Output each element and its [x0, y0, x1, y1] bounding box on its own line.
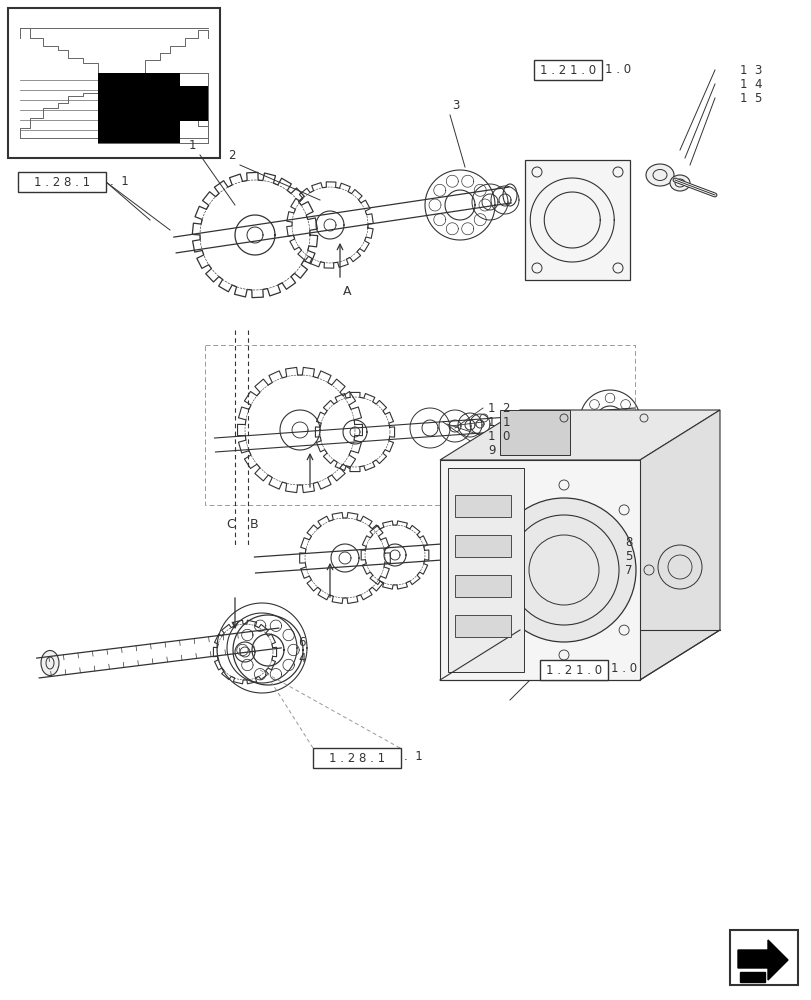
- Text: 1 . 2 8 . 1: 1 . 2 8 . 1: [328, 752, 384, 764]
- Ellipse shape: [41, 650, 59, 676]
- Text: 1 . 2 1 . 0: 1 . 2 1 . 0: [545, 664, 601, 676]
- Text: 1 . 0: 1 . 0: [610, 662, 637, 676]
- Bar: [204, 345, 634, 505]
- Text: 2: 2: [228, 149, 236, 162]
- Polygon shape: [639, 410, 719, 680]
- Text: C: C: [225, 518, 234, 531]
- Bar: [312, 748, 401, 768]
- Text: 1  5: 1 5: [739, 92, 762, 105]
- Text: 1  2: 1 2: [487, 401, 510, 414]
- Bar: [98, 73, 180, 143]
- Polygon shape: [440, 460, 639, 680]
- Text: 5: 5: [624, 550, 632, 564]
- Bar: [454, 615, 510, 637]
- Ellipse shape: [669, 175, 689, 191]
- Text: 1 . 0: 1 . 0: [604, 63, 630, 76]
- Text: A: A: [342, 285, 351, 298]
- Bar: [454, 575, 510, 597]
- Text: 3: 3: [452, 99, 459, 112]
- Text: 1  4: 1 4: [739, 78, 762, 91]
- Bar: [500, 410, 569, 455]
- Text: 1 . 2 8 . 1: 1 . 2 8 . 1: [34, 176, 90, 189]
- Text: 1 . 2 1 . 0: 1 . 2 1 . 0: [539, 64, 595, 77]
- Text: 8: 8: [624, 536, 632, 550]
- Text: 6: 6: [298, 637, 305, 650]
- Bar: [454, 535, 510, 557]
- Bar: [729, 930, 797, 985]
- Text: 1  3: 1 3: [739, 64, 762, 77]
- Circle shape: [491, 498, 635, 642]
- Text: .  1: . 1: [109, 175, 129, 188]
- Text: 9: 9: [487, 444, 495, 456]
- Bar: [8, 8, 220, 158]
- Bar: [180, 86, 208, 121]
- Text: .  1: . 1: [404, 750, 423, 764]
- Polygon shape: [739, 972, 764, 982]
- Text: 1  0: 1 0: [487, 430, 510, 442]
- Text: 1: 1: [188, 139, 195, 152]
- Bar: [534, 60, 601, 80]
- Bar: [454, 495, 510, 517]
- Polygon shape: [737, 940, 787, 980]
- Polygon shape: [440, 410, 719, 460]
- Text: 4: 4: [298, 652, 305, 664]
- Text: 1  1: 1 1: [487, 416, 510, 428]
- Bar: [18, 172, 106, 192]
- Ellipse shape: [646, 164, 673, 186]
- Text: 7: 7: [624, 564, 632, 578]
- Text: B: B: [250, 518, 259, 531]
- Bar: [539, 660, 607, 680]
- Bar: [525, 160, 629, 280]
- Bar: [448, 468, 523, 672]
